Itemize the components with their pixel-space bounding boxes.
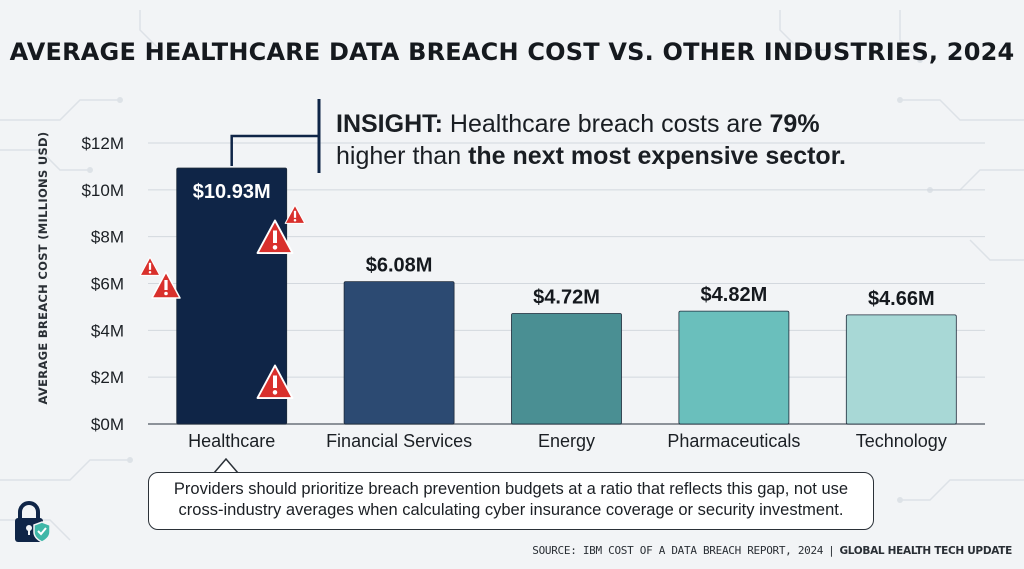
bar-value-label: $4.72M	[533, 286, 600, 308]
bar-pharmaceuticals	[678, 310, 790, 425]
callout-pointer	[213, 458, 239, 474]
insight-text-2: higher than	[336, 142, 462, 170]
source-text: SOURCE: IBM COST OF A DATA BREACH REPORT…	[532, 544, 824, 557]
insight-emphasis: the next most expensive sector.	[468, 142, 846, 170]
insight-lead: INSIGHT:	[336, 110, 443, 138]
y-tick-label: $6M	[91, 275, 124, 294]
x-category-label: Pharmaceuticals	[667, 431, 800, 451]
bar-value-label: $4.82M	[701, 284, 768, 306]
bar-technology	[845, 314, 957, 425]
y-tick-label: $8M	[91, 228, 124, 247]
y-tick-label: $12M	[81, 134, 124, 153]
warning-icon	[139, 256, 161, 276]
insight-connector	[230, 134, 319, 167]
bar-value-label: $10.93M	[193, 181, 271, 203]
y-tick-label: $4M	[91, 321, 124, 340]
bar-value-label: $4.66M	[868, 288, 935, 310]
warning-icon	[256, 219, 294, 254]
warning-icon	[284, 204, 306, 224]
y-tick-label: $0M	[91, 415, 124, 434]
y-tick-label: $10M	[81, 181, 124, 200]
x-category-label: Financial Services	[326, 431, 472, 451]
x-category-label: Healthcare	[188, 431, 275, 451]
x-category-label: Energy	[538, 431, 595, 451]
insight-percentage: 79%	[769, 110, 820, 138]
source-separator: |	[828, 544, 835, 557]
insight-text-1: Healthcare breach costs are	[449, 110, 763, 138]
warning-icon	[151, 271, 181, 299]
bar-financial-services	[343, 281, 455, 425]
lock-shield-icon	[15, 501, 51, 543]
chart-title: AVERAGE HEALTHCARE DATA BREACH COST VS. …	[9, 38, 1015, 66]
y-tick-label: $2M	[91, 368, 124, 387]
bar-energy	[511, 313, 622, 425]
source-line: SOURCE: IBM COST OF A DATA BREACH REPORT…	[532, 544, 1012, 557]
insight-text: INSIGHT: Healthcare breach costs are 79%…	[336, 108, 896, 172]
bar-value-label: $6.08M	[366, 255, 433, 277]
warning-icon	[256, 364, 294, 399]
recommendation-callout: Providers should prioritize breach preve…	[148, 472, 874, 530]
publisher-name: GLOBAL HEALTH TECH UPDATE	[839, 545, 1012, 557]
x-category-label: Technology	[856, 431, 947, 451]
